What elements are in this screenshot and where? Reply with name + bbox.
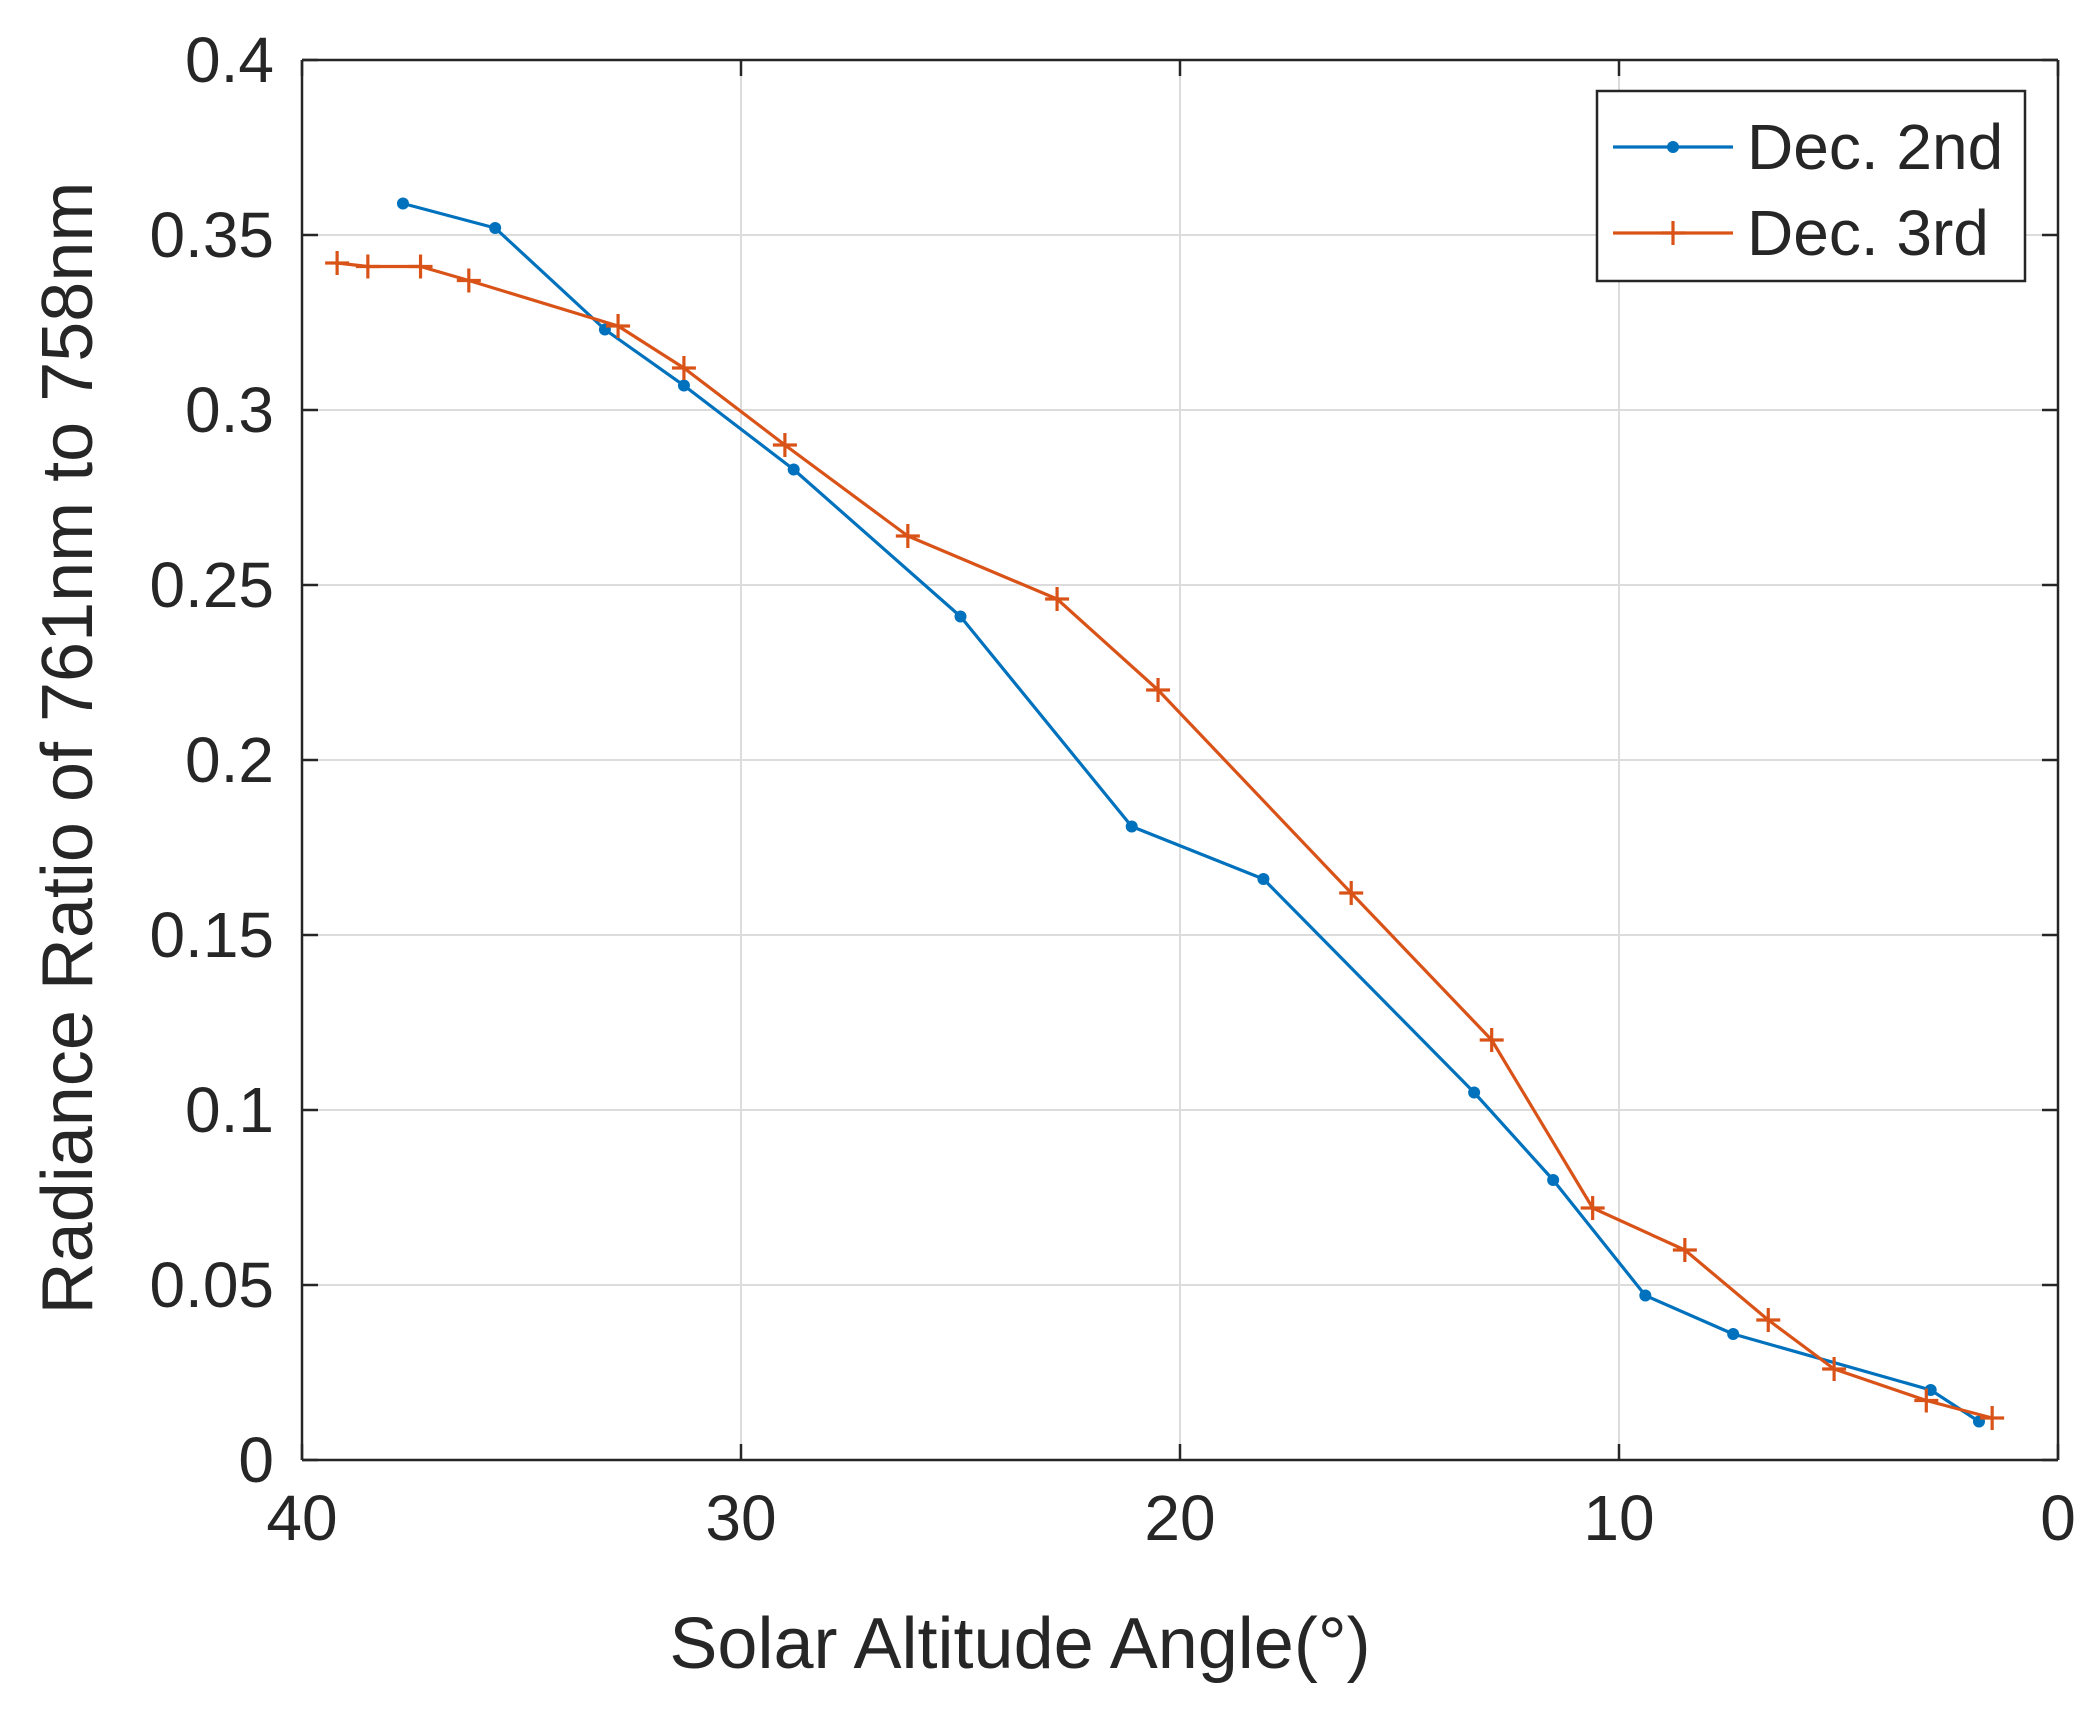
legend-box — [1595, 89, 2027, 283]
legend-marker — [1661, 221, 1685, 245]
x-tick-label: 0 — [2040, 1482, 2076, 1554]
data-point — [355, 254, 380, 279]
legend-label: Dec. 3rd — [1747, 197, 1989, 269]
data-point — [772, 433, 797, 457]
data-point — [1146, 678, 1171, 702]
y-axis-label: Radiance Ratio of 761nm to 758nm — [28, 182, 108, 1315]
data-point — [1580, 1196, 1605, 1220]
data-point — [325, 251, 350, 275]
data-point — [1257, 873, 1270, 885]
data-point — [456, 268, 481, 293]
x-tick-label: 10 — [1583, 1482, 1654, 1554]
y-tick-label: 0.3 — [185, 374, 274, 446]
data-point — [1727, 1328, 1740, 1340]
x-tick-label: 30 — [705, 1482, 776, 1554]
data-point — [1980, 1406, 2005, 1430]
data-point — [1672, 1238, 1697, 1262]
data-point — [396, 197, 409, 210]
y-tick-label: 0.05 — [149, 1249, 274, 1321]
y-tick-label: 0.15 — [149, 899, 274, 971]
plot-series — [325, 197, 2005, 1430]
data-point — [1479, 1028, 1504, 1052]
y-tick-label: 0.2 — [185, 724, 274, 796]
data-point — [1756, 1308, 1781, 1332]
x-tick-label: 40 — [266, 1482, 337, 1554]
data-point — [895, 524, 920, 548]
data-point — [1914, 1388, 1939, 1413]
data-point — [1639, 1289, 1652, 1302]
y-tick-label: 0.25 — [149, 549, 274, 621]
x-axis-label: Solar Altitude Angle(°) — [669, 1604, 1370, 1684]
x-tick-label: 20 — [1144, 1482, 1215, 1554]
series-line — [402, 201, 1980, 1423]
data-point — [1125, 820, 1138, 833]
data-point — [671, 356, 696, 380]
legend: Dec. 2nd Dec. 3rd — [1595, 89, 2027, 283]
series-dec-2nd — [396, 197, 1985, 1428]
y-tick-label: 0.1 — [185, 1074, 274, 1146]
y-tick-label: 0.35 — [149, 199, 274, 271]
data-point — [787, 463, 800, 476]
data-point — [606, 314, 631, 338]
y-tick-label: 0.4 — [185, 24, 274, 96]
y-tick-label: 0 — [238, 1424, 274, 1496]
data-point — [954, 610, 967, 623]
data-point — [1822, 1357, 1847, 1381]
data-point — [1339, 881, 1364, 905]
series-dec-3rd — [325, 251, 2005, 1430]
data-point — [1468, 1086, 1481, 1099]
legend-label: Dec. 2nd — [1747, 111, 2003, 183]
data-point — [1045, 587, 1070, 611]
data-point — [408, 254, 433, 279]
axes — [300, 58, 2060, 1462]
series-line — [336, 261, 1993, 1420]
data-point — [677, 379, 690, 392]
tick-labels: 40 30 20 10 0 0 0.05 0.1 0.15 0.2 0.25 0.3 0.35 0.4 — [149, 24, 2075, 1554]
data-point — [1547, 1174, 1560, 1186]
data-point — [489, 222, 502, 234]
legend-marker — [1667, 141, 1679, 153]
